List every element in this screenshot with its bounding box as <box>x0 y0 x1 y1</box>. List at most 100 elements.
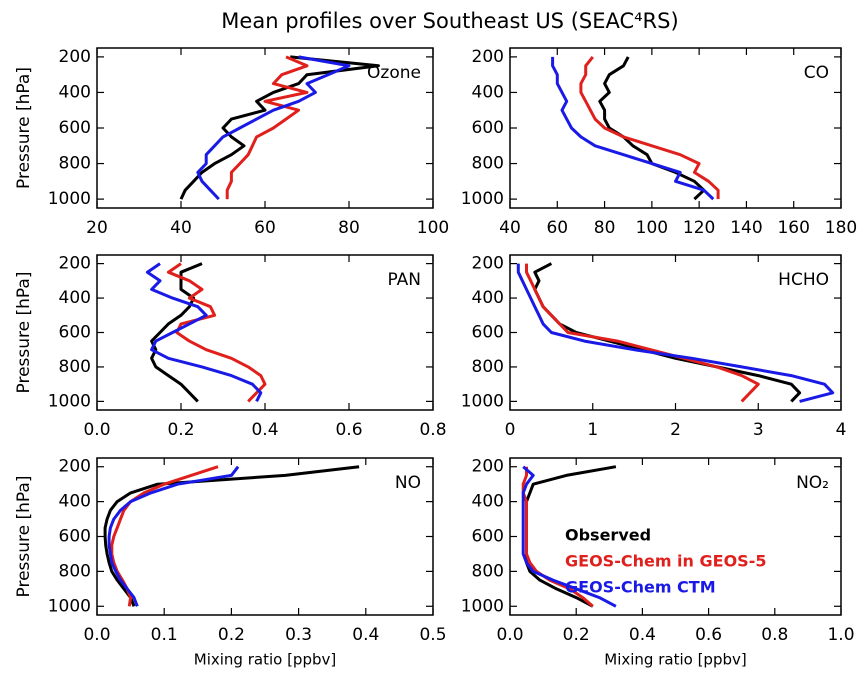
y-tick-label: 600 <box>472 118 504 138</box>
x-tick-label: 140 <box>730 218 762 238</box>
profile-line <box>107 465 240 607</box>
y-tick-label: 200 <box>472 254 504 274</box>
y-tick-label: 800 <box>472 154 504 174</box>
x-tick-label: 0.0 <box>496 625 523 645</box>
y-tick-label: 400 <box>59 82 91 102</box>
y-tick-label: 400 <box>59 288 91 308</box>
x-tick-label: 60 <box>254 218 276 238</box>
profile-line <box>551 56 715 201</box>
y-tick-label: 400 <box>59 492 91 512</box>
plot-frame <box>96 254 434 411</box>
x-tick-label: 1 <box>587 420 598 440</box>
panel-label: PAN <box>387 270 421 290</box>
panel-label: NO₂ <box>796 473 829 493</box>
y-tick-label: 600 <box>59 323 91 343</box>
x-tick-label: 4 <box>836 420 847 440</box>
panel: 200 400 600 800 1000 0.0 0.2 0.4 0.6 0.8 1.0 Mixing… <box>461 457 855 669</box>
panel: 200 400 600 800 1000 40 60 80 100 120 140 160 180 CO <box>461 47 857 238</box>
y-tick-label: 600 <box>59 118 91 138</box>
profile-line <box>225 55 309 200</box>
legend-entry: GEOS-Chem CTM <box>565 578 716 597</box>
y-tick-label: 200 <box>472 457 504 477</box>
panel-label: Ozone <box>367 63 421 83</box>
y-tick-label: 200 <box>472 47 504 67</box>
x-axis-label: Mixing ratio [ppbv] <box>194 651 336 669</box>
profile-line <box>150 262 203 403</box>
y-tick-label: 400 <box>472 492 504 512</box>
y-tick-label: 1000 <box>48 391 91 411</box>
y-tick-label: 800 <box>59 561 91 581</box>
panel: 200 400 600 800 1000 20 40 60 80 100 Pressure [hPa… <box>14 47 449 238</box>
y-tick-label: 1000 <box>48 189 91 209</box>
profile-line <box>598 56 706 201</box>
figure-title: Mean profiles over Southeast US (SEAC⁴RS… <box>221 9 678 33</box>
profile-line <box>196 55 351 201</box>
x-tick-label: 0.5 <box>419 625 446 645</box>
x-tick-label: 40 <box>499 218 521 238</box>
y-axis-label: Pressure [hPa] <box>14 476 34 598</box>
legend-entry: GEOS-Chem in GEOS-5 <box>565 552 766 571</box>
x-tick-label: 0.8 <box>761 625 788 645</box>
x-tick-label: 1.0 <box>827 625 854 645</box>
x-tick-label: 80 <box>338 218 360 238</box>
legend-entry: Observed <box>565 526 651 545</box>
x-tick-label: 100 <box>417 218 449 238</box>
x-tick-label: 60 <box>546 218 568 238</box>
y-axis-label: Pressure [hPa] <box>14 67 34 189</box>
y-tick-label: 1000 <box>461 391 504 411</box>
y-tick-label: 800 <box>472 357 504 377</box>
x-tick-label: 0.6 <box>695 625 722 645</box>
panel: 200 400 600 800 1000 0.0 0.2 0.4 0.6 0.8 Pressure … <box>14 254 447 440</box>
y-tick-label: 200 <box>59 254 91 274</box>
y-tick-label: 800 <box>59 357 91 377</box>
x-tick-label: 3 <box>753 420 764 440</box>
profile-line <box>166 262 267 403</box>
x-tick-label: 0.4 <box>629 625 656 645</box>
profile-line <box>103 465 360 607</box>
x-tick-label: 120 <box>683 218 715 238</box>
y-tick-label: 1000 <box>48 596 91 616</box>
panel-label: NO <box>395 473 421 493</box>
profile-line <box>525 263 760 403</box>
y-tick-label: 1000 <box>461 189 504 209</box>
x-tick-label: 0.4 <box>251 420 278 440</box>
plot-frame <box>509 47 842 209</box>
x-tick-label: 100 <box>636 218 668 238</box>
panel-label: HCHO <box>778 270 829 290</box>
y-tick-label: 200 <box>59 47 91 67</box>
profile-line <box>145 262 263 403</box>
y-axis-label: Pressure [hPa] <box>14 272 34 394</box>
x-tick-label: 80 <box>594 218 616 238</box>
x-tick-label: 0.0 <box>83 625 110 645</box>
y-tick-label: 600 <box>472 527 504 547</box>
y-tick-label: 600 <box>472 323 504 343</box>
y-tick-label: 200 <box>59 457 91 477</box>
x-tick-label: 0.2 <box>218 625 245 645</box>
x-tick-label: 0.3 <box>285 625 312 645</box>
plot-frame <box>96 457 434 616</box>
y-tick-label: 800 <box>59 154 91 174</box>
y-tick-label: 800 <box>472 561 504 581</box>
x-tick-label: 20 <box>86 218 108 238</box>
profile-line <box>516 263 835 403</box>
x-tick-label: 2 <box>670 420 681 440</box>
x-tick-label: 160 <box>777 218 809 238</box>
y-tick-label: 400 <box>472 288 504 308</box>
x-tick-label: 0.0 <box>83 420 110 440</box>
profile-line <box>579 55 720 200</box>
panel-label: CO <box>804 63 829 83</box>
x-tick-label: 0.6 <box>335 420 362 440</box>
x-tick-label: 0 <box>505 420 516 440</box>
profile-line <box>521 465 617 608</box>
x-tick-label: 180 <box>825 218 857 238</box>
panel: 200 400 600 800 1000 0.0 0.1 0.2 0.3 0.4 0.5 Pressu… <box>14 457 447 669</box>
x-tick-label: 0.4 <box>352 625 379 645</box>
x-tick-label: 40 <box>170 218 192 238</box>
y-tick-label: 600 <box>59 527 91 547</box>
y-tick-label: 1000 <box>461 596 504 616</box>
x-axis-label: Mixing ratio [ppbv] <box>604 651 746 669</box>
x-tick-label: 0.1 <box>151 625 178 645</box>
y-tick-label: 400 <box>472 82 504 102</box>
